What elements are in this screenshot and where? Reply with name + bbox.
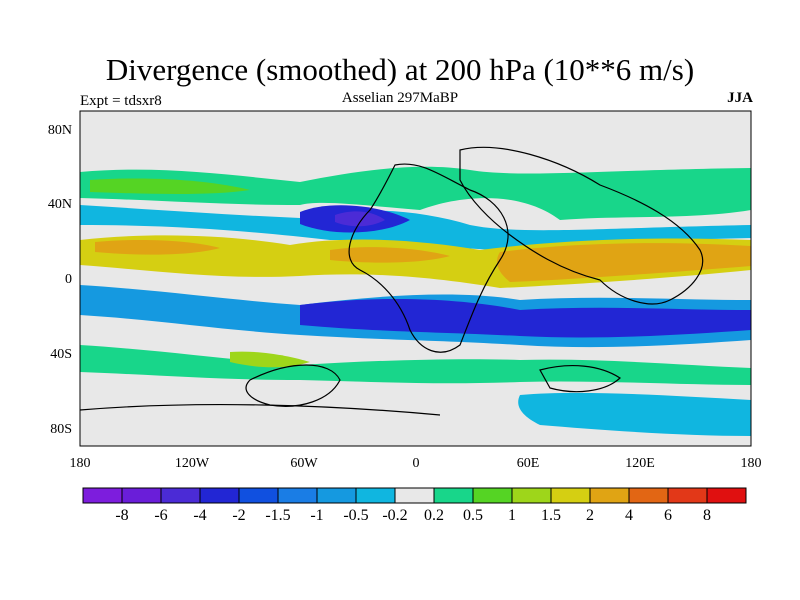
field-band-far-south xyxy=(518,392,751,436)
colorbar-label: -0.5 xyxy=(343,507,369,524)
colorbar-label: -8 xyxy=(115,507,129,524)
colorbar-box xyxy=(628,487,669,504)
field-core-nh-neg-deep xyxy=(335,211,385,227)
colorbar-box xyxy=(277,487,318,504)
colorbar-box xyxy=(511,487,552,504)
colorbar-label: 1.5 xyxy=(541,507,561,524)
map-frame xyxy=(79,110,752,447)
field-core-sh-neg xyxy=(300,298,751,338)
colorbar-label: -1 xyxy=(310,507,324,524)
colorbar-box xyxy=(160,487,201,504)
field-band-nh-pos-inner xyxy=(90,178,250,194)
field-band-sh-pos xyxy=(80,345,751,385)
season-label: JJA xyxy=(727,90,753,106)
map-coastlines xyxy=(80,146,704,416)
lat-tick-label: 80N xyxy=(47,123,72,138)
field-band-nh-pos xyxy=(80,166,751,220)
colorbar-label: -1.5 xyxy=(265,507,291,524)
lon-tick-label: 180 xyxy=(740,456,762,471)
lon-tick-label: 180 xyxy=(69,456,91,471)
colorbar-label: -6 xyxy=(154,507,168,524)
lat-tick-label: 80S xyxy=(50,422,72,437)
field-core-trop-pos-mid xyxy=(330,247,450,263)
lon-tick-label: 60E xyxy=(516,456,540,471)
lon-tick-label: 120E xyxy=(625,456,655,471)
colorbar-box xyxy=(355,487,396,504)
colorbar-box xyxy=(433,487,474,504)
field-core-trop-pos-west xyxy=(95,240,220,255)
colorbar-label: -0.2 xyxy=(382,507,408,524)
lon-tick-label: 60W xyxy=(290,456,318,471)
colorbar-box xyxy=(667,487,708,504)
lon-tick-label: 120W xyxy=(174,456,210,471)
colorbar-box xyxy=(121,487,162,504)
experiment-label: Expt = tdsxr8 xyxy=(80,93,162,109)
colorbar-label: 4 xyxy=(625,507,633,524)
divergence-field xyxy=(80,166,751,436)
colorbar-label: 8 xyxy=(703,507,711,524)
field-core-sh-pos xyxy=(230,351,310,368)
colorbar-box xyxy=(316,487,357,504)
map-subtitle: Asselian 297MaBP xyxy=(341,90,459,106)
map-title: Divergence (smoothed) at 200 hPa (10**6 … xyxy=(105,52,695,87)
colorbar-box xyxy=(550,487,591,504)
lat-tick-label: 40N xyxy=(47,197,72,212)
field-band-nh-neg xyxy=(80,205,751,250)
colorbar-boxes xyxy=(82,487,747,504)
colorbar-label: 2 xyxy=(586,507,594,524)
colorbar-box xyxy=(472,487,513,504)
colorbar-label: -4 xyxy=(193,507,207,524)
lon-tick-label: 0 xyxy=(412,456,420,471)
colorbar-label: 0.2 xyxy=(424,507,444,524)
colorbar-box xyxy=(238,487,279,504)
colorbar-label: 0.5 xyxy=(463,507,483,524)
colorbar-box xyxy=(199,487,240,504)
colorbar-label: 1 xyxy=(508,507,516,524)
colorbar-box xyxy=(82,487,123,504)
colorbar-box xyxy=(394,487,435,504)
colorbar-box xyxy=(706,487,747,504)
colorbar-box xyxy=(589,487,630,504)
colorbar-label: 6 xyxy=(664,507,672,524)
lat-tick-label: 40S xyxy=(50,347,72,362)
colorbar-label: -2 xyxy=(232,507,246,524)
field-core-trop-pos xyxy=(497,243,751,282)
lat-tick-label: 0 xyxy=(65,272,72,287)
